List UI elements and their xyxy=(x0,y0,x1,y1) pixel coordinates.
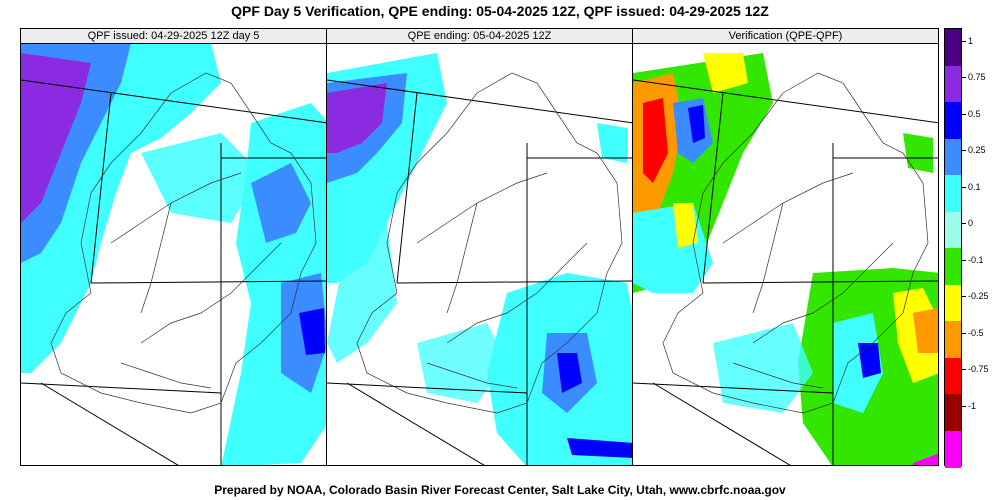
footer-credit: Prepared by NOAA, Colorado Basin River F… xyxy=(214,483,786,497)
chart-title: QPF Day 5 Verification, QPE ending: 05-0… xyxy=(231,3,769,19)
colorbar-label: 0.25 xyxy=(968,145,986,156)
panel-qpf: QPF issued: 04-29-2025 12Z day 5 xyxy=(20,28,327,466)
colorbar-tick xyxy=(962,77,966,79)
colorbar-block xyxy=(945,211,961,249)
colorbar-block xyxy=(945,430,961,468)
colorbar-block xyxy=(945,29,961,66)
colorbar-label: -0.25 xyxy=(968,291,989,302)
colorbar-block xyxy=(945,357,961,395)
colorbar-label: -0.1 xyxy=(968,254,984,265)
colorbar-label: 1 xyxy=(968,35,974,46)
colorbar-label: 0.1 xyxy=(968,181,981,192)
colorbar-tick xyxy=(962,405,966,407)
colorbar-block xyxy=(945,248,961,285)
panel-qpe-label: QPE ending: 05-04-2025 12Z xyxy=(327,29,632,44)
colorbar xyxy=(944,28,962,468)
colorbar-block xyxy=(945,321,961,358)
colorbar-tick xyxy=(962,369,966,371)
colorbar-tick xyxy=(962,186,966,188)
colorbar-tick xyxy=(962,259,966,261)
colorbar-tick xyxy=(962,40,966,42)
map-qpe xyxy=(327,43,632,465)
colorbar-label: 0 xyxy=(968,218,974,229)
colorbar-tick xyxy=(962,113,966,115)
colorbar-block xyxy=(945,394,961,431)
map-verification xyxy=(633,43,938,465)
map-qpf xyxy=(21,43,326,465)
colorbar-tick xyxy=(962,223,966,225)
panel-qpf-label: QPF issued: 04-29-2025 12Z day 5 xyxy=(21,29,326,44)
panel-verification: Verification (QPE-QPF) xyxy=(632,28,939,466)
colorbar-block xyxy=(945,284,961,322)
panel-qpe: QPE ending: 05-04-2025 12Z xyxy=(326,28,633,466)
colorbar-block xyxy=(945,65,961,103)
colorbar-label: -1 xyxy=(968,400,977,411)
colorbar-block xyxy=(945,102,961,139)
colorbar-block xyxy=(945,138,961,176)
colorbar-label: 0.75 xyxy=(968,72,986,83)
colorbar-tick xyxy=(962,296,966,298)
colorbar-label: -0.5 xyxy=(968,327,984,338)
colorbar-tick xyxy=(962,332,966,334)
colorbar-label: 0.5 xyxy=(968,108,981,119)
colorbar-tick xyxy=(962,150,966,152)
panel-verification-label: Verification (QPE-QPF) xyxy=(633,29,938,44)
colorbar-label: -0.75 xyxy=(968,364,989,375)
colorbar-block xyxy=(945,175,961,212)
